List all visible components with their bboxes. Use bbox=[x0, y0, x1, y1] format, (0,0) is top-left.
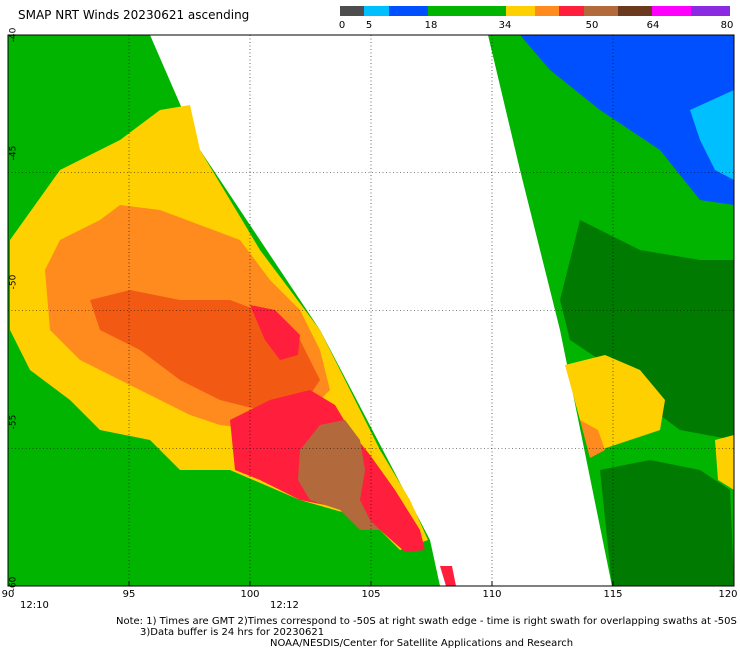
right-swath-light-blue bbox=[690, 90, 734, 180]
colorbar-swatch bbox=[583, 6, 618, 16]
colorbar-tick: 5 bbox=[365, 20, 373, 31]
axis-ticks bbox=[7, 581, 735, 586]
wind-speed-colorbar: 0 5 18 34 50 64 80 bbox=[338, 6, 733, 36]
right-swath-dark-green-lower bbox=[600, 460, 734, 586]
left-swath-red-patch bbox=[250, 305, 300, 360]
colorbar-swatch bbox=[505, 6, 535, 16]
colorbar-swatch bbox=[364, 6, 389, 16]
colorbar-swatches bbox=[340, 6, 730, 16]
right-swath-orange bbox=[580, 420, 605, 458]
colorbar-tick: 64 bbox=[646, 20, 660, 31]
x-tick-label: 120 bbox=[718, 589, 738, 600]
y-tick-label: -50 bbox=[8, 274, 19, 290]
swath-time-left: 12:10 bbox=[20, 600, 49, 611]
y-tick-label: -60 bbox=[8, 576, 19, 592]
x-tick-label: 115 bbox=[603, 589, 623, 600]
colorbar-tick: 50 bbox=[585, 20, 599, 31]
x-tick-label: 100 bbox=[240, 589, 260, 600]
right-swath-dark-green bbox=[560, 220, 734, 440]
colorbar-tick: 80 bbox=[720, 20, 734, 31]
x-tick-label: 105 bbox=[361, 589, 381, 600]
swath-time-right: 12:12 bbox=[270, 600, 299, 611]
colorbar-swatch bbox=[427, 6, 506, 16]
colorbar-tick: 18 bbox=[424, 20, 438, 31]
colorbar-swatch bbox=[652, 6, 691, 16]
colorbar-swatch bbox=[559, 6, 584, 16]
colorbar-swatch bbox=[691, 6, 730, 16]
colorbar-swatch bbox=[617, 6, 652, 16]
colorbar-swatch bbox=[535, 6, 560, 16]
colorbar-tick: 34 bbox=[498, 20, 512, 31]
x-tick-label: 110 bbox=[482, 589, 502, 600]
y-tick-label: -45 bbox=[8, 145, 19, 161]
footer-note: Note: 1) Times are GMT 2)Times correspon… bbox=[116, 616, 737, 627]
footer-credit: NOAA/NESDIS/Center for Satellite Applica… bbox=[270, 638, 574, 649]
left-swath-red-tip bbox=[440, 566, 456, 586]
left-swath-brown bbox=[298, 420, 380, 530]
y-tick-label: -40 bbox=[8, 27, 19, 43]
colorbar-tick: 0 bbox=[338, 20, 346, 31]
left-swath-green-lobe bbox=[8, 400, 120, 510]
colorbar-swatch bbox=[340, 6, 365, 16]
graticule bbox=[8, 35, 734, 586]
x-tick-label: 95 bbox=[122, 589, 136, 600]
right-swath-yellow-edge bbox=[715, 435, 734, 490]
y-tick-label: -55 bbox=[8, 414, 19, 430]
x-tick-label: 90 bbox=[1, 589, 15, 600]
colorbar-swatch bbox=[388, 6, 428, 16]
footer-note-buffer: 3)Data buffer is 24 hrs for 20230621 bbox=[140, 627, 325, 638]
right-swath-blue bbox=[520, 35, 734, 205]
map-title: SMAP NRT Winds 20230621 ascending bbox=[18, 8, 250, 22]
